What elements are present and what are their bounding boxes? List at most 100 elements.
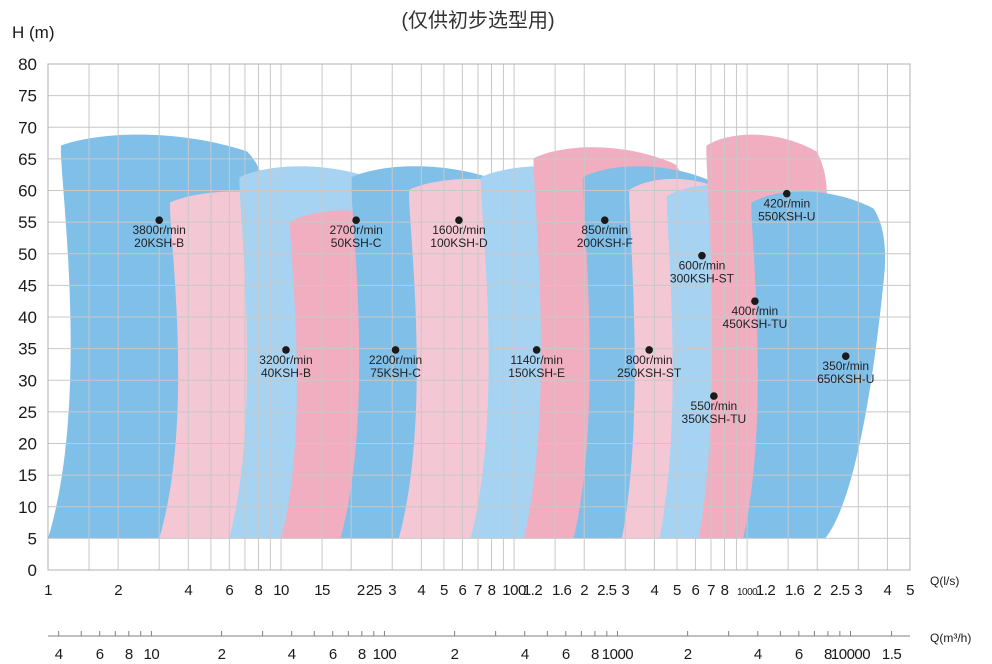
x-tick-label-m3h: 10000 (831, 646, 870, 663)
y-tick-label: 25 (18, 403, 37, 422)
pump-speed-label-1: 3200r/min (259, 353, 312, 367)
y-tick-label: 45 (18, 276, 37, 295)
x-tick-label-m3h: 1.5 (882, 646, 902, 663)
x-tick-label-m3h: 4 (754, 646, 762, 663)
y-tick-label: 20 (18, 435, 37, 454)
operating-point-2 (352, 216, 360, 225)
y-tick-label: 5 (28, 529, 37, 548)
pump-model-label-4: 100KSH-D (430, 236, 488, 250)
pump-model-label-0: 20KSH-B (134, 236, 184, 250)
x-tick-label-ls: 1000 (737, 587, 758, 598)
x-tick-label-ls: 4 (417, 582, 425, 599)
x-tick-label-ls: 8 (721, 582, 729, 599)
x-tick-label-ls: 6 (225, 582, 233, 599)
x-tick-label-m3h: 4 (521, 646, 529, 663)
pump-speed-label-11: 420r/min (763, 197, 810, 211)
x-tick-label-ls: 25 (366, 582, 382, 599)
x-tick-label-ls: 1.2 (756, 582, 776, 599)
x-tick-label-ls: 1 (44, 582, 52, 599)
x-tick-label-ls: 2 (357, 582, 365, 599)
x-tick-label-m3h: 2 (218, 646, 226, 663)
x-tick-label-ls: 6 (691, 582, 699, 599)
x-tick-label-ls: 10 (273, 582, 289, 599)
x-tick-label-ls: 15 (314, 582, 330, 599)
pump-speed-label-0: 3800r/min (132, 223, 185, 237)
pump-model-label-5: 150KSH-E (508, 366, 565, 380)
y-tick-label: 75 (18, 87, 37, 106)
grid (47, 63, 911, 571)
y-tick-label: 65 (18, 150, 37, 169)
operating-point-11 (782, 189, 791, 198)
x-tick-label-ls: 1.6 (552, 582, 572, 599)
pump-speed-label-5: 1140r/min (510, 353, 562, 367)
operating-point-4 (455, 216, 463, 225)
pump-model-label-7: 250KSH-ST (617, 366, 682, 380)
x-tick-label-ls: 7 (707, 582, 715, 599)
operating-point-7 (645, 346, 653, 354)
operating-point-12 (841, 352, 850, 361)
operating-point-8 (698, 251, 706, 260)
x-axis-m3h: 4 6 8 10 2 4 6 8 100 2 4 6 8 1000 2 4 6 8 10000 1.5 (48, 631, 910, 663)
x-tick-label-ls: 2.5 (597, 582, 617, 599)
chart-title: (仅供初步选型用) (401, 9, 554, 32)
x-tick-label-m3h: 2 (451, 646, 459, 663)
y-tick-label: 35 (18, 340, 37, 359)
pump-speed-label-7: 800r/min (626, 353, 673, 367)
x-tick-label-m3h: 6 (562, 646, 570, 663)
x-tick-label-ls: 7 (474, 582, 482, 599)
x-tick-label-ls: 8 (255, 582, 263, 599)
operating-point-3 (391, 346, 400, 354)
pump-speed-label-10: 400r/min (732, 304, 779, 318)
x-tick-label-ls: 1.6 (785, 582, 805, 599)
y-tick-label: 15 (18, 466, 37, 485)
pump-speed-label-12: 350r/min (822, 359, 869, 373)
y-tick-labels: 0 5 10 15 20 25 30 35 40 45 50 55 60 65 70 75 80 (18, 55, 37, 580)
x-tick-label-ls: 2.5 (830, 582, 850, 599)
y-tick-label: 40 (18, 308, 37, 327)
x-tick-label-ls: 3 (621, 582, 629, 599)
pump-model-label-10: 450KSH-TU (723, 317, 788, 331)
y-tick-label: 60 (18, 182, 37, 201)
x-tick-label-ls: 4 (650, 582, 658, 599)
x-tick-label-m3h: 8 (125, 646, 133, 663)
operating-point-9 (710, 392, 718, 400)
x-tick-label-m3h: 6 (795, 646, 803, 663)
pump-speed-label-4: 1600r/min (432, 223, 485, 237)
x-axis-label-m3h: Q(m³/h) (930, 631, 971, 645)
x-tick-label-ls: 6 (458, 582, 466, 599)
pump-model-label-1: 40KSH-B (261, 366, 311, 380)
pump-model-label-3: 75KSH-C (370, 366, 421, 380)
x-tick-label-m3h: 6 (96, 646, 104, 663)
pump-model-label-8: 300KSH-ST (670, 272, 735, 286)
x-tick-label-m3h: 100 (373, 646, 397, 663)
operating-point-0 (155, 216, 163, 225)
x-tick-label-ls: 4 (184, 582, 192, 599)
pump-speed-label-2: 2700r/min (329, 223, 382, 237)
x-tick-label-m3h: 8 (824, 646, 832, 663)
x-tick-label-m3h: 8 (591, 646, 599, 663)
y-tick-label: 70 (18, 118, 37, 137)
x-tick-label-m3h: 4 (288, 646, 296, 663)
x-tick-label-m3h: 2 (684, 646, 692, 663)
x-tick-label-ls: 8 (488, 582, 496, 599)
x-tick-label-ls: 3 (854, 582, 862, 599)
y-tick-label: 10 (18, 498, 37, 517)
x-tick-label-ls: 5 (673, 582, 681, 599)
operating-point-5 (532, 346, 541, 354)
pump-model-label-9: 350KSH-TU (682, 412, 747, 426)
x-tick-label-ls: 2 (114, 582, 122, 599)
x-tick-label-ls: 4 (883, 582, 891, 599)
pump-speed-label-9: 550r/min (691, 399, 738, 413)
pump-model-label-11: 550KSH-U (758, 210, 815, 224)
x-tick-label-ls: 5 (906, 582, 914, 599)
x-tick-label-ls: 1.2 (523, 582, 543, 599)
y-tick-label: 50 (18, 245, 37, 264)
y-axis-label: H (m) (12, 23, 54, 42)
y-tick-label: 55 (18, 213, 37, 232)
pump-model-label-2: 50KSH-C (331, 236, 382, 250)
x-tick-label-ls: 2 (580, 582, 588, 599)
x-tick-label-m3h: 6 (329, 646, 337, 663)
operating-point-1 (282, 346, 290, 354)
pump-areas (48, 134, 886, 539)
